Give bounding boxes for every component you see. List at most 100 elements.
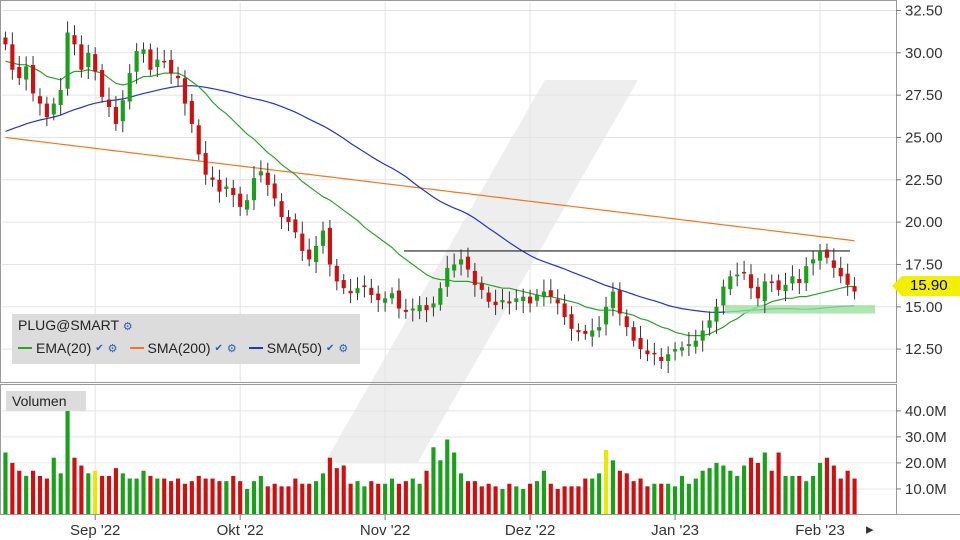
volume-bar [10, 462, 15, 515]
candle-body [666, 354, 671, 361]
volume-bar [838, 478, 843, 515]
time-axis: Sep '22 Okt '22 Nov '22 Dez '22 Jan '23 Feb '… [70, 515, 874, 539]
settings-icon[interactable]: ⚙ [226, 342, 237, 355]
volume-bar [327, 457, 332, 515]
scroll-right-icon[interactable]: ▸ [866, 521, 874, 538]
volume-bar [831, 465, 836, 515]
candle-body [369, 287, 374, 295]
volume-bar [659, 483, 664, 515]
volume-panel-label: Volumen [6, 391, 86, 411]
volume-bar [555, 488, 560, 515]
toggle-check-icon[interactable]: ✔ [214, 342, 223, 354]
volume-bar [341, 465, 346, 515]
legend-symbol[interactable]: PLUG@SMART ⚙ [18, 317, 133, 333]
volume-bar [797, 475, 802, 515]
candle-body [148, 49, 153, 70]
legend-item-sma50[interactable]: SMA(50) ✔ ⚙ [248, 340, 349, 356]
candle-body [120, 100, 125, 122]
settings-icon[interactable]: ⚙ [122, 321, 133, 333]
legend-indicators: EMA(20) ✔ ⚙ SMA(200) ✔ ⚙ SMA(50) ✔ ⚙ [18, 340, 354, 356]
candle-body [182, 78, 188, 104]
candle-body [355, 288, 360, 294]
candle-body [106, 99, 112, 107]
volume-bar [286, 486, 291, 515]
volume-bar [845, 470, 850, 515]
volume-bar [320, 473, 326, 515]
candle-body [396, 290, 402, 309]
ema20-swatch-icon [18, 347, 32, 349]
legend-item-sma200[interactable]: SMA(200) ✔ ⚙ [129, 340, 237, 356]
candle-body [231, 187, 236, 196]
settings-icon[interactable]: ⚙ [338, 342, 349, 355]
candle-body [693, 340, 698, 347]
toggle-check-icon[interactable]: ✔ [95, 342, 104, 354]
time-tick-label: Jan '23 [651, 522, 699, 539]
volume-bar [93, 470, 98, 515]
volume-bar [3, 452, 8, 515]
candle-body [203, 153, 208, 175]
price-tick-label: 22.50 [905, 172, 943, 189]
candle-body [534, 294, 540, 301]
candle-body [272, 183, 277, 199]
candle-body [748, 274, 754, 289]
candle-body [811, 259, 816, 264]
volume-bar [37, 475, 43, 515]
candle-body [224, 186, 229, 189]
volume-bar [666, 483, 671, 515]
candle-body [127, 73, 132, 102]
volume-bar [134, 478, 139, 515]
candle-body [845, 273, 850, 285]
toggle-check-icon[interactable]: ✔ [326, 342, 335, 354]
settings-icon[interactable]: ⚙ [107, 342, 118, 355]
candle-body [300, 233, 305, 251]
candle-body [852, 286, 857, 292]
volume-bar [486, 483, 491, 515]
volume-bar [100, 475, 105, 515]
symbol-label: PLUG@SMART [18, 317, 119, 333]
volume-bar [804, 481, 809, 515]
volume-bar [369, 481, 374, 515]
volume-bar [479, 486, 484, 515]
volume-bar [672, 486, 678, 515]
candle-body [790, 276, 795, 284]
volume-bar [58, 473, 63, 515]
volume-bar [445, 439, 450, 515]
candle-body [258, 171, 263, 176]
candle-body [244, 200, 250, 210]
candle-body [113, 106, 118, 124]
candle-body [307, 249, 312, 260]
time-tick-label: Okt '22 [217, 522, 264, 539]
candle-body [327, 227, 332, 265]
volume-bar [742, 465, 747, 515]
volume-bar [120, 473, 125, 515]
candle-body [624, 316, 629, 328]
candle-body [403, 309, 408, 312]
volume-bar [521, 488, 526, 515]
volume-bar [465, 481, 471, 515]
candle-body [251, 178, 257, 201]
volume-bar [410, 478, 415, 515]
volume-bar [44, 478, 49, 515]
legend-item-ema20[interactable]: EMA(20) ✔ ⚙ [18, 340, 118, 356]
volume-bar [652, 483, 657, 515]
candle-body [728, 276, 733, 290]
candle-body [58, 90, 63, 105]
volume-bar [65, 395, 70, 515]
candle-body [424, 305, 429, 311]
candle-body [610, 291, 616, 309]
candle-body [348, 290, 353, 294]
volume-bar [693, 478, 698, 515]
volume-bar [238, 481, 243, 515]
volume-bar [175, 478, 181, 515]
volume-bar [300, 483, 305, 515]
candle-body [479, 283, 484, 290]
price-panel-border [0, 0, 897, 383]
volume-bar [224, 481, 229, 515]
candle-body [389, 293, 395, 299]
volume-bar [562, 486, 567, 515]
volume-bar [514, 486, 519, 515]
candle-body [10, 44, 15, 70]
volume-bar [569, 486, 574, 515]
time-tick-label: Nov '22 [360, 522, 410, 539]
